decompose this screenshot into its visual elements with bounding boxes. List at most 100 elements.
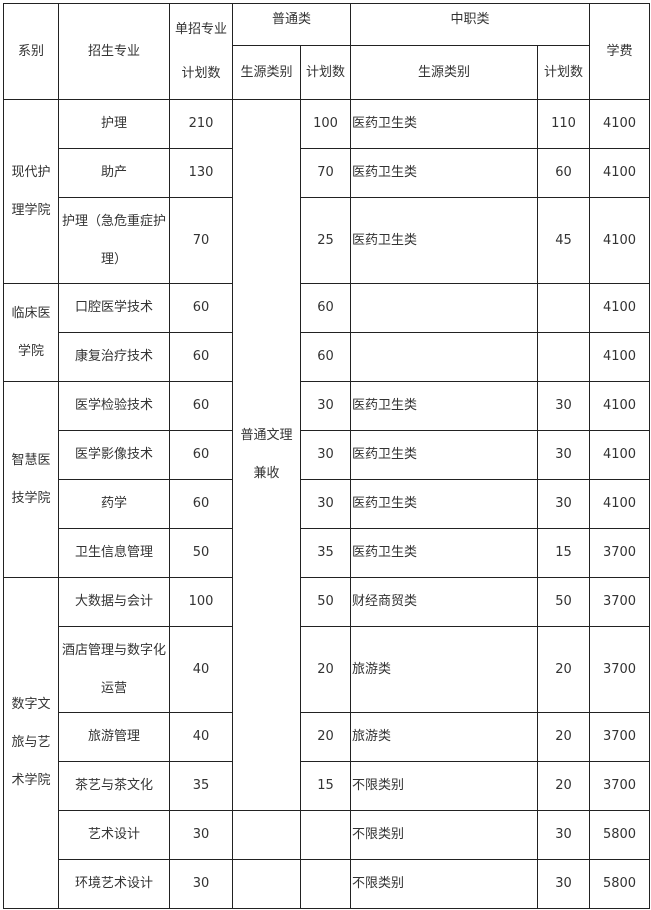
tuition-cell: 3700 <box>589 712 650 762</box>
vocational-plan-cell: 15 <box>537 528 590 578</box>
major-cell: 医学影像技术 <box>58 430 170 480</box>
plan-total-cell: 50 <box>169 528 233 578</box>
tuition-cell: 4100 <box>589 197 650 284</box>
vocational-plan-cell: 30 <box>537 810 590 860</box>
tuition-cell: 3700 <box>589 761 650 811</box>
vocational-source-cell: 财经商贸类 <box>350 577 538 627</box>
header-general: 普通类 <box>232 3 351 46</box>
major-cell: 卫生信息管理 <box>58 528 170 578</box>
plan-total-cell: 60 <box>169 381 233 431</box>
table-row: 康复治疗技术 60 60 4100 <box>4 332 650 382</box>
general-plan-cell: 60 <box>300 332 351 382</box>
table-row: 智慧医技学院 医学检验技术 60 30 医药卫生类 30 4100 <box>3 381 650 578</box>
major-cell: 茶艺与茶文化 <box>58 761 170 811</box>
department-cell: 现代护理学院 <box>3 99 59 284</box>
header-vocational: 中职类 <box>350 3 590 46</box>
plan-total-cell: 40 <box>169 626 233 713</box>
vocational-source-cell: 旅游类 <box>350 712 538 762</box>
header-major: 招生专业 <box>58 3 170 100</box>
general-plan-cell: 60 <box>300 283 351 333</box>
plan-total-cell: 40 <box>169 712 233 762</box>
major-cell: 旅游管理 <box>58 712 170 762</box>
vocational-source-cell: 不限类别 <box>350 859 538 909</box>
general-plan-cell: 20 <box>300 712 351 762</box>
header-plan-total: 单招专业计划数 <box>169 3 233 100</box>
general-plan-cell: 15 <box>300 761 351 811</box>
major-cell: 药学 <box>58 479 170 529</box>
plan-total-cell: 130 <box>169 148 233 198</box>
table-row: 药学 60 30 医药卫生类 30 4100 <box>4 479 650 529</box>
tuition-cell: 4100 <box>589 99 650 149</box>
major-cell: 艺术设计 <box>58 810 170 860</box>
general-plan-cell <box>300 859 351 909</box>
vocational-plan-cell <box>537 283 590 333</box>
table-row: 艺术设计 30 不限类别 30 5800 <box>4 810 650 860</box>
vocational-plan-cell: 50 <box>537 577 590 627</box>
department-cell: 临床医学院 <box>3 283 59 382</box>
general-plan-cell: 100 <box>300 99 351 149</box>
vocational-source-cell: 医药卫生类 <box>350 430 538 480</box>
general-plan-cell: 50 <box>300 577 351 627</box>
major-cell: 环境艺术设计 <box>58 859 170 909</box>
vocational-plan-cell <box>537 332 590 382</box>
header-vocational-source: 生源类别 <box>350 45 538 100</box>
general-plan-cell: 30 <box>300 479 351 529</box>
vocational-plan-cell: 45 <box>537 197 590 284</box>
department-cell: 数字文旅与艺术学院 <box>3 577 59 909</box>
table-row: 临床医学院 口腔医学技术 60 60 4100 <box>3 283 650 382</box>
vocational-source-cell: 医药卫生类 <box>350 528 538 578</box>
table-row: 环境艺术设计 30 不限类别 30 5800 <box>4 859 650 909</box>
tuition-cell: 4100 <box>589 148 650 198</box>
vocational-source-cell: 不限类别 <box>350 810 538 860</box>
plan-total-cell: 60 <box>169 430 233 480</box>
plan-total-cell: 60 <box>169 332 233 382</box>
table-row: 护理（急危重症护理） 70 25 医药卫生类 45 4100 <box>4 197 650 284</box>
header-department: 系别 <box>3 3 59 100</box>
vocational-plan-cell: 30 <box>537 479 590 529</box>
vocational-source-cell: 医药卫生类 <box>350 148 538 198</box>
header-vocational-plan: 计划数 <box>537 45 590 100</box>
general-source-cell <box>232 859 301 909</box>
vocational-plan-cell: 20 <box>537 626 590 713</box>
table-row: 数字文旅与艺术学院 大数据与会计 100 50 财经商贸类 50 3700 <box>3 577 650 909</box>
table-row: 医学影像技术 60 30 医药卫生类 30 4100 <box>4 430 650 480</box>
tuition-cell: 3700 <box>589 577 650 627</box>
enrollment-plan-table: 系别 招生专业 单招专业计划数 普通类 中职类 学费 生源类别 计划数 生源类别… <box>3 3 650 909</box>
general-plan-cell: 30 <box>300 381 351 431</box>
general-plan-cell: 70 <box>300 148 351 198</box>
vocational-source-cell: 医药卫生类 <box>350 99 538 149</box>
vocational-plan-cell: 30 <box>537 381 590 431</box>
table-row: 现代护理学院 护理 210 普通文理兼收 100 医药卫生类 110 4100 <box>3 99 650 811</box>
tuition-cell: 5800 <box>589 859 650 909</box>
plan-total-cell: 30 <box>169 810 233 860</box>
general-source-cell <box>232 810 301 860</box>
vocational-source-cell <box>350 332 538 382</box>
plan-total-cell: 30 <box>169 859 233 909</box>
plan-total-cell: 35 <box>169 761 233 811</box>
vocational-plan-cell: 30 <box>537 859 590 909</box>
plan-total-cell: 100 <box>169 577 233 627</box>
tuition-cell: 4100 <box>589 430 650 480</box>
general-plan-cell: 35 <box>300 528 351 578</box>
vocational-source-cell: 不限类别 <box>350 761 538 811</box>
table-body: 现代护理学院 护理 210 普通文理兼收 100 医药卫生类 110 4100 助产 130 70 医… <box>3 99 650 909</box>
major-cell: 口腔医学技术 <box>58 283 170 333</box>
major-cell: 大数据与会计 <box>58 577 170 627</box>
vocational-source-cell: 医药卫生类 <box>350 197 538 284</box>
tuition-cell: 4100 <box>589 381 650 431</box>
table-row: 旅游管理 40 20 旅游类 20 3700 <box>4 712 650 762</box>
general-plan-cell: 30 <box>300 430 351 480</box>
tuition-cell: 5800 <box>589 810 650 860</box>
major-cell: 护理 <box>58 99 170 149</box>
tuition-cell: 4100 <box>589 332 650 382</box>
vocational-plan-cell: 110 <box>537 99 590 149</box>
plan-total-cell: 70 <box>169 197 233 284</box>
department-cell: 智慧医技学院 <box>3 381 59 578</box>
tuition-cell: 3700 <box>589 528 650 578</box>
vocational-source-cell: 旅游类 <box>350 626 538 713</box>
plan-total-cell: 210 <box>169 99 233 149</box>
tuition-cell: 4100 <box>589 283 650 333</box>
tuition-cell: 4100 <box>589 479 650 529</box>
tuition-cell: 3700 <box>589 626 650 713</box>
table-row: 助产 130 70 医药卫生类 60 4100 <box>4 148 650 198</box>
